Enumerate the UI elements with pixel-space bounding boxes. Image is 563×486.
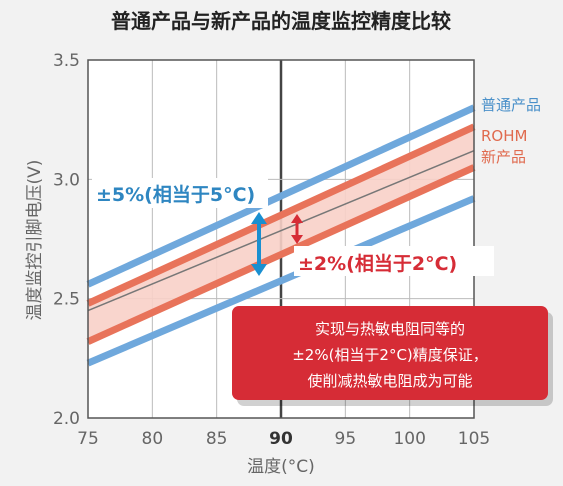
- normal-upper-line: [86, 104, 476, 288]
- y-tick-3.0: 3.0: [53, 170, 80, 190]
- x-axis-label: 温度(°C): [247, 457, 315, 477]
- x-tick-100: 100: [393, 429, 425, 449]
- plot-border: [87, 59, 475, 419]
- x-tick-75: 75: [77, 429, 99, 449]
- legend-rohm-2: 新产品: [481, 148, 526, 166]
- y-tick-3.5: 3.5: [53, 51, 80, 71]
- pm2-arrow: [291, 214, 303, 244]
- callout-box: [232, 306, 548, 400]
- y-tick-2.5: 2.5: [53, 290, 80, 310]
- legend-normal: 普通产品: [481, 96, 541, 114]
- legend-rohm-1: ROHM: [481, 127, 527, 145]
- center-line: [87, 150, 475, 312]
- x-tick-90: 90: [269, 429, 293, 449]
- x-tick-80: 80: [142, 429, 164, 449]
- x-tick-95: 95: [335, 429, 357, 449]
- pm2-label: ±2%(相当于2°C): [298, 252, 457, 275]
- x-tick-labels: 75 80 85 90 95 100 105: [77, 429, 490, 449]
- x-tick-85: 85: [206, 429, 228, 449]
- y-axis-label: 温度监控引脚电压(V): [25, 160, 45, 321]
- chart-title: 普通产品与新产品的温度监控精度比较: [111, 9, 451, 33]
- pm2-label-bg: [294, 246, 494, 276]
- y-tick-labels: 2.0 2.5 3.0 3.5: [53, 51, 80, 429]
- pm5-arrow: [251, 212, 267, 276]
- callout-line-1: 实现与热敏电阻同等的: [315, 320, 465, 338]
- rohm-lower-line: [86, 164, 476, 345]
- pm5-label: ±5%(相当于5°C): [96, 183, 255, 206]
- x-tick-105: 105: [458, 429, 490, 449]
- pm5-label-bg: [92, 178, 268, 208]
- y-tick-2.0: 2.0: [53, 409, 80, 429]
- rohm-band-fill: [88, 126, 474, 342]
- normal-lower-line: [86, 195, 476, 367]
- callout-line-2: ±2%(相当于2°C)精度保证，: [292, 346, 488, 364]
- callout-line-3: 使削减热敏电阻成为可能: [307, 372, 472, 390]
- rohm-upper-line: [86, 123, 476, 307]
